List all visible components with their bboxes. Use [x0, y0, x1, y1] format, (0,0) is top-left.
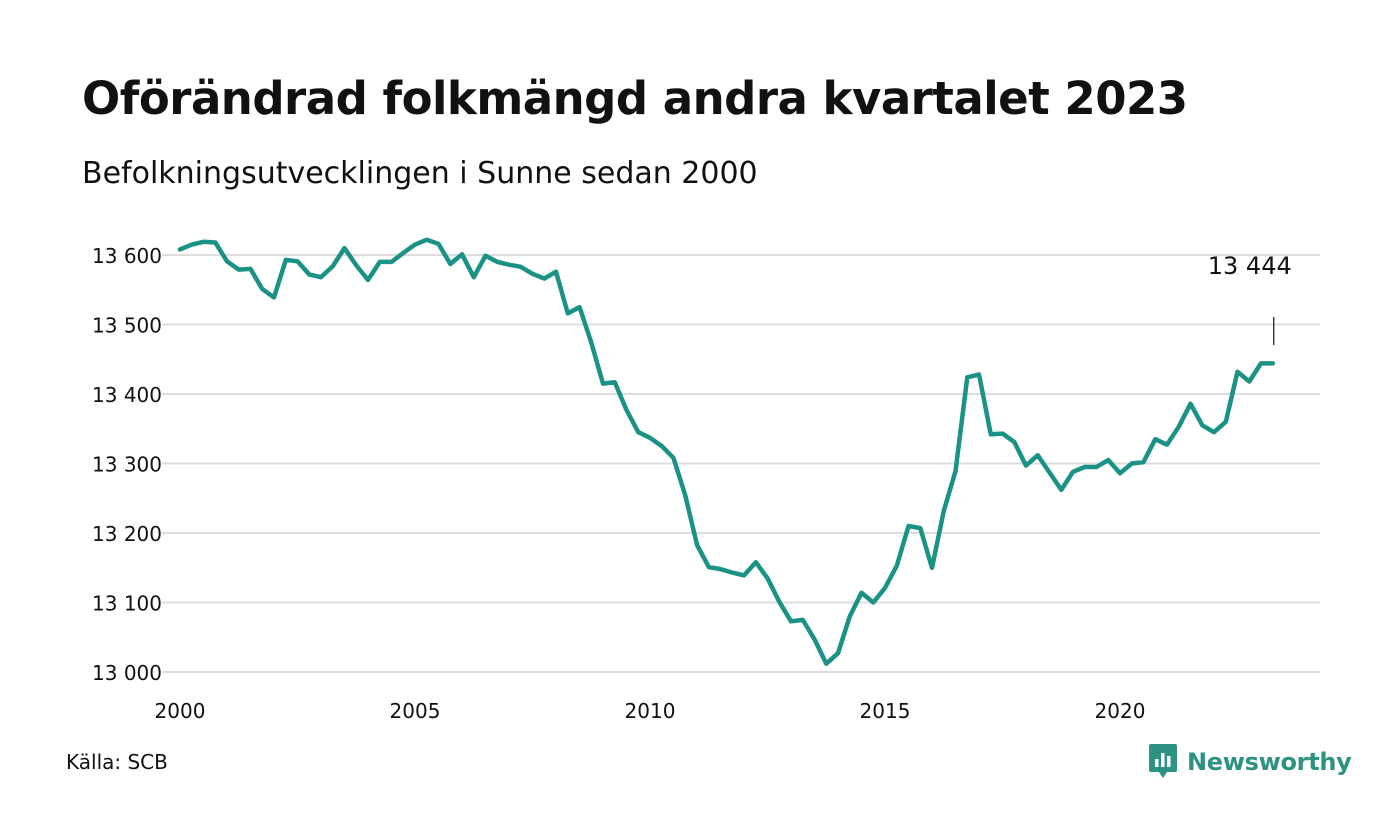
x-axis-tick-labels: 2000 2005 2010 2015 2020: [155, 699, 1146, 723]
x-tick-label: 2015: [860, 699, 911, 723]
y-axis-tick-labels: 13 000 13 100 13 200 13 300 13 400 13 500 13 6…: [92, 244, 162, 685]
y-tick-label: 13 100: [92, 592, 162, 616]
y-tick-label: 13 000: [92, 661, 162, 685]
x-tick-label: 2005: [390, 699, 441, 723]
x-tick-label: 2020: [1095, 699, 1146, 723]
y-tick-label: 13 500: [92, 314, 162, 338]
series-layer: [177, 237, 1276, 666]
chart-subtitle: Befolkningsutvecklingen i Sunne sedan 20…: [82, 156, 758, 191]
annotations: 13 444: [1208, 252, 1292, 345]
brand-logo: Newsworthy: [1147, 742, 1352, 782]
x-tick-label: 2010: [625, 699, 676, 723]
y-tick-label: 13 600: [92, 244, 162, 268]
y-tick-label: 13 400: [92, 383, 162, 407]
annotation-label: 13 444: [1208, 252, 1292, 280]
series-line: [177, 237, 1276, 666]
chart-title: Oförändrad folkmängd andra kvartalet 202…: [82, 72, 1188, 125]
y-tick-label: 13 300: [92, 453, 162, 477]
brand-name: Newsworthy: [1187, 748, 1352, 776]
gridlines: [162, 254, 1320, 673]
y-tick-label: 13 200: [92, 522, 162, 546]
x-tick-label: 2000: [155, 699, 206, 723]
bar-chart-speech-bubble-icon: [1149, 744, 1177, 778]
source-note: Källa: SCB: [66, 750, 168, 774]
